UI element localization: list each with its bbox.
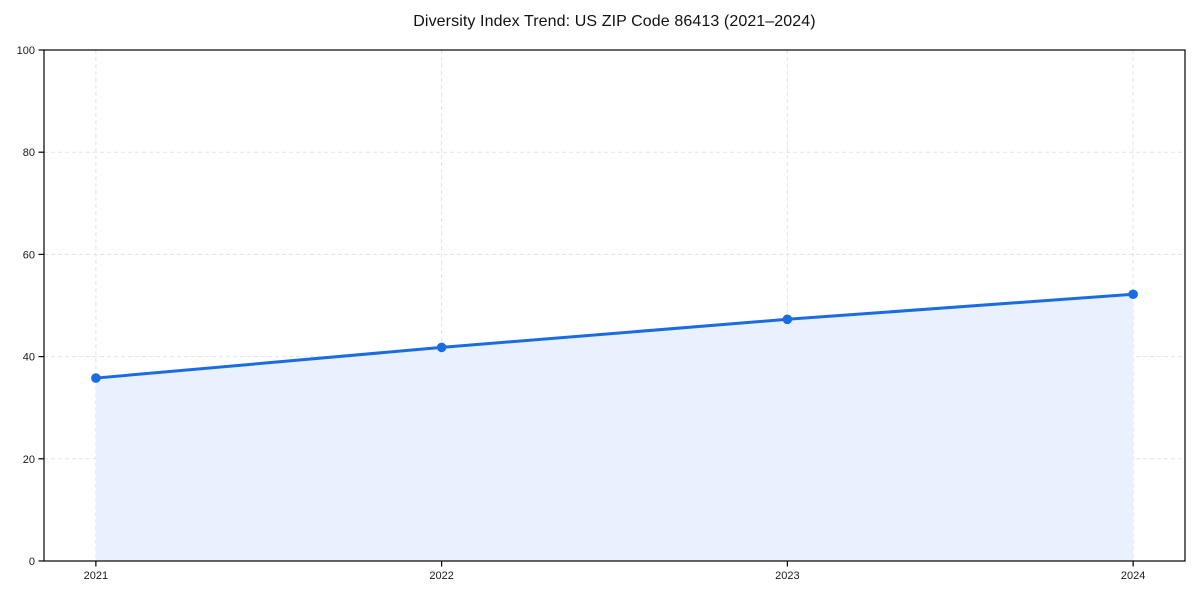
x-tick-label: 2024 (1121, 570, 1145, 582)
x-tick-label: 2021 (84, 570, 108, 582)
x-tick-label: 2023 (775, 570, 799, 582)
y-tick-label: 0 (29, 556, 35, 568)
data-point-marker (436, 342, 447, 353)
y-tick-label: 100 (17, 45, 35, 57)
y-tick-label: 40 (23, 352, 35, 364)
data-point-marker (1128, 289, 1138, 300)
x-tick-label: 2022 (429, 570, 453, 582)
y-tick-label: 80 (23, 147, 35, 159)
data-point-marker (91, 373, 101, 383)
axis-spines (43, 49, 1186, 562)
data-point-marker (782, 314, 793, 325)
area-fill (95, 294, 1134, 561)
y-tick-label: 20 (23, 454, 35, 466)
chart-title: Diversity Index Trend: US ZIP Code 86413… (413, 13, 816, 30)
trend-line (94, 292, 1135, 380)
y-tick-label: 60 (23, 249, 35, 261)
